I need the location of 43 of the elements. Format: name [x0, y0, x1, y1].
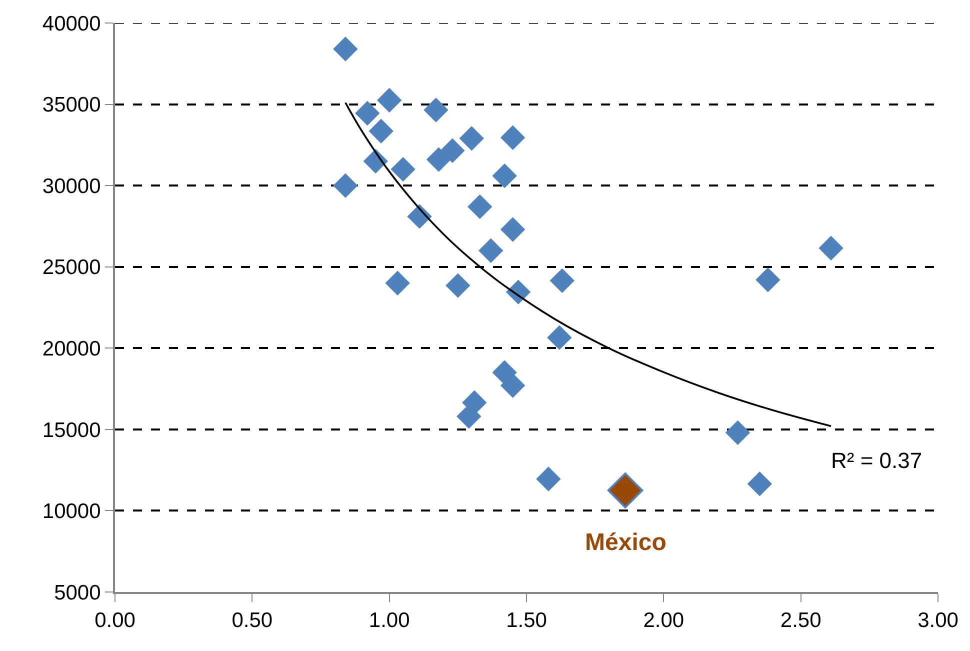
point	[376, 88, 402, 113]
point	[500, 217, 526, 242]
point	[607, 472, 644, 508]
x-tick-label: 3.00	[918, 609, 958, 632]
x-tick-label: 1.50	[506, 609, 547, 632]
x-tick-label: 0.00	[94, 609, 136, 632]
point	[333, 36, 358, 62]
point	[550, 268, 575, 294]
x-tick-label: 2.50	[780, 609, 822, 632]
point	[725, 420, 750, 446]
point	[536, 466, 561, 492]
point	[492, 163, 517, 188]
point	[818, 236, 844, 261]
point	[468, 194, 492, 220]
point	[478, 238, 504, 263]
point	[756, 268, 780, 292]
series-label: México	[585, 529, 666, 556]
y-tick-label: 20000	[42, 337, 101, 360]
point	[368, 118, 394, 144]
y-tick-label: 15000	[42, 418, 101, 442]
point	[333, 173, 358, 198]
point	[500, 125, 526, 150]
x-tick-label: 2.00	[643, 609, 684, 632]
point	[424, 98, 448, 122]
point	[459, 126, 484, 151]
annotation: R² = 0.37	[831, 448, 922, 473]
point	[385, 270, 410, 296]
point	[547, 325, 572, 350]
point	[426, 147, 452, 172]
point	[747, 472, 772, 496]
y-tick-label: 25000	[42, 256, 101, 280]
point	[446, 273, 470, 298]
x-tick-label: 1.00	[368, 609, 410, 632]
point	[440, 138, 465, 163]
y-tick-label: 30000	[42, 174, 101, 198]
point	[355, 100, 380, 126]
x-tick-label: 0.50	[232, 609, 273, 632]
y-tick-label: 35000	[42, 94, 101, 117]
point	[390, 156, 416, 182]
y-tick-label: 10000	[42, 500, 101, 524]
point	[500, 373, 526, 398]
y-tick-label: 5000	[54, 581, 101, 604]
y-tick-label: 40000	[42, 12, 101, 36]
